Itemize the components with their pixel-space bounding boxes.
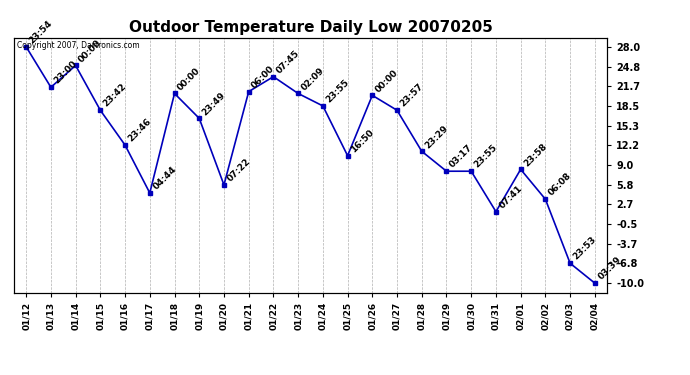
Text: 04:44: 04:44 — [151, 165, 178, 192]
Text: 00:00: 00:00 — [176, 66, 202, 92]
Text: 00:00: 00:00 — [374, 68, 400, 94]
Text: 03:39: 03:39 — [596, 255, 623, 282]
Text: 16:50: 16:50 — [349, 128, 375, 154]
Text: 23:42: 23:42 — [101, 82, 128, 109]
Text: 03:17: 03:17 — [448, 143, 475, 170]
Text: 06:08: 06:08 — [546, 171, 573, 198]
Text: 23:58: 23:58 — [522, 141, 549, 168]
Text: 07:41: 07:41 — [497, 184, 524, 210]
Text: 06:00: 06:00 — [250, 64, 277, 90]
Text: 23:00: 23:00 — [52, 60, 79, 86]
Text: 23:55: 23:55 — [324, 78, 351, 105]
Text: 23:53: 23:53 — [571, 235, 598, 262]
Text: 23:55: 23:55 — [473, 143, 499, 170]
Text: Copyright 2007, Dartronics.com: Copyright 2007, Dartronics.com — [17, 41, 139, 50]
Text: 23:49: 23:49 — [201, 90, 228, 117]
Text: 07:22: 07:22 — [226, 157, 252, 183]
Text: 23:46: 23:46 — [126, 117, 153, 144]
Text: 07:45: 07:45 — [275, 49, 302, 75]
Text: 02:09: 02:09 — [299, 66, 326, 92]
Text: 23:54: 23:54 — [28, 19, 55, 45]
Text: 23:29: 23:29 — [423, 123, 450, 150]
Title: Outdoor Temperature Daily Low 20070205: Outdoor Temperature Daily Low 20070205 — [128, 20, 493, 35]
Text: 23:57: 23:57 — [398, 82, 425, 109]
Text: 00:00: 00:00 — [77, 38, 104, 64]
